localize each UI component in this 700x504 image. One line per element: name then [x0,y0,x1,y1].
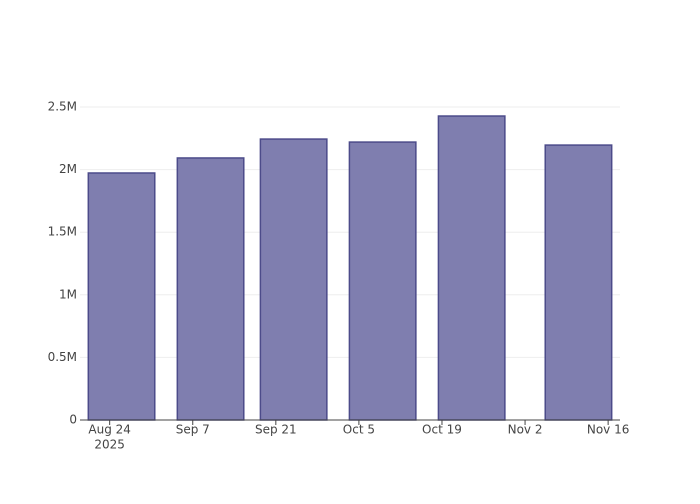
y-tick-label: 1M [59,287,77,301]
y-tick-label: 0 [69,413,77,427]
x-tick-label: Nov 2 [508,423,543,437]
x-tick-label: Sep 21 [255,423,297,437]
x-tick-label: Oct 19 [422,423,462,437]
y-tick-label: 2.5M [48,100,77,114]
bar [348,141,417,421]
bar [437,115,506,421]
y-tick-label: 2M [59,162,77,176]
bar [176,157,245,421]
bar [87,172,156,421]
x-tick-label: Oct 5 [343,423,375,437]
x-tick-label: Aug 24 [88,423,131,437]
bar [544,144,613,421]
y-tick-label: 1.5M [48,225,77,239]
y-tick-label: 0.5M [48,350,77,364]
x-tick-label: Sep 7 [176,423,210,437]
x-tick-label: Nov 16 [587,423,630,437]
bar [259,138,328,421]
x-year-label: 2025 [94,438,125,452]
